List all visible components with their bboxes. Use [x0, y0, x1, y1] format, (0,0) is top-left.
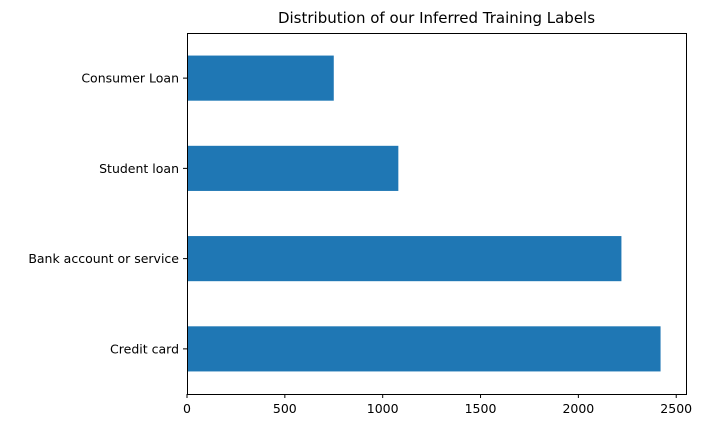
chart-title: Distribution of our Inferred Training La…: [278, 9, 595, 27]
y-tick-label: Bank account or service: [28, 251, 179, 266]
x-tick-label: 1500: [465, 401, 497, 416]
x-tick-label: 2500: [660, 401, 692, 416]
bar-bank-account-or-service: [187, 236, 622, 282]
x-tick-label: 2000: [562, 401, 594, 416]
y-tick-label: Credit card: [110, 341, 179, 356]
bar-consumer-loan: [187, 55, 334, 101]
bar-student-loan: [187, 145, 399, 191]
y-axis-ticks: Credit card Bank account or service Studen…: [28, 71, 187, 356]
plot-frame: [187, 33, 687, 395]
bar-credit-card: [187, 326, 661, 372]
x-tick-label: 500: [273, 401, 297, 416]
x-tick-label: 1000: [367, 401, 399, 416]
y-tick-label: Consumer Loan: [81, 71, 179, 86]
bars-group: [187, 55, 661, 372]
x-tick-label: 0: [183, 401, 191, 416]
y-tick-label: Student loan: [99, 161, 179, 176]
x-axis-ticks: 0 500 1000 1500 2000 2500: [183, 394, 692, 416]
